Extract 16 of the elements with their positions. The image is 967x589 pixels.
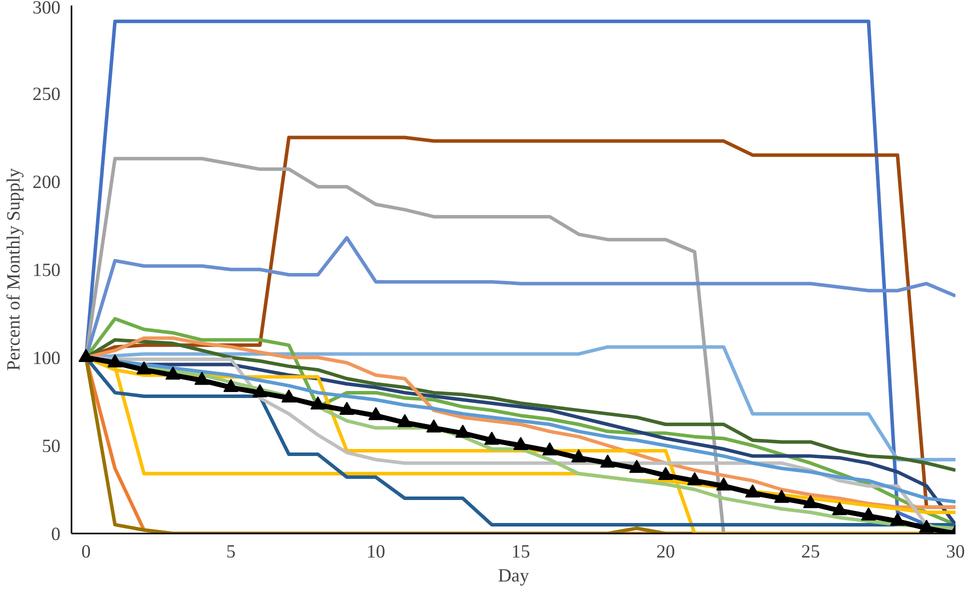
y-axis-title: Percent of Monthly Supply bbox=[4, 168, 25, 371]
x-tick-label: 15 bbox=[511, 542, 530, 562]
y-tick-label: 300 bbox=[32, 0, 60, 18]
y-tick-label: 200 bbox=[32, 172, 60, 193]
x-tick-label: 25 bbox=[801, 542, 820, 562]
x-tick-label: 0 bbox=[81, 542, 91, 562]
y-tick-label: 150 bbox=[32, 260, 60, 281]
x-tick-label: 30 bbox=[946, 542, 965, 562]
y-tick-label: 250 bbox=[32, 84, 60, 105]
x-tick-label: 10 bbox=[366, 542, 386, 562]
y-tick-label: 50 bbox=[42, 436, 60, 457]
x-tick-label: 20 bbox=[656, 542, 675, 562]
x-axis-title: Day bbox=[498, 566, 530, 586]
y-tick-label: 100 bbox=[32, 348, 60, 369]
y-tick-label: 0 bbox=[51, 524, 60, 545]
x-tick-label: 5 bbox=[226, 542, 236, 562]
